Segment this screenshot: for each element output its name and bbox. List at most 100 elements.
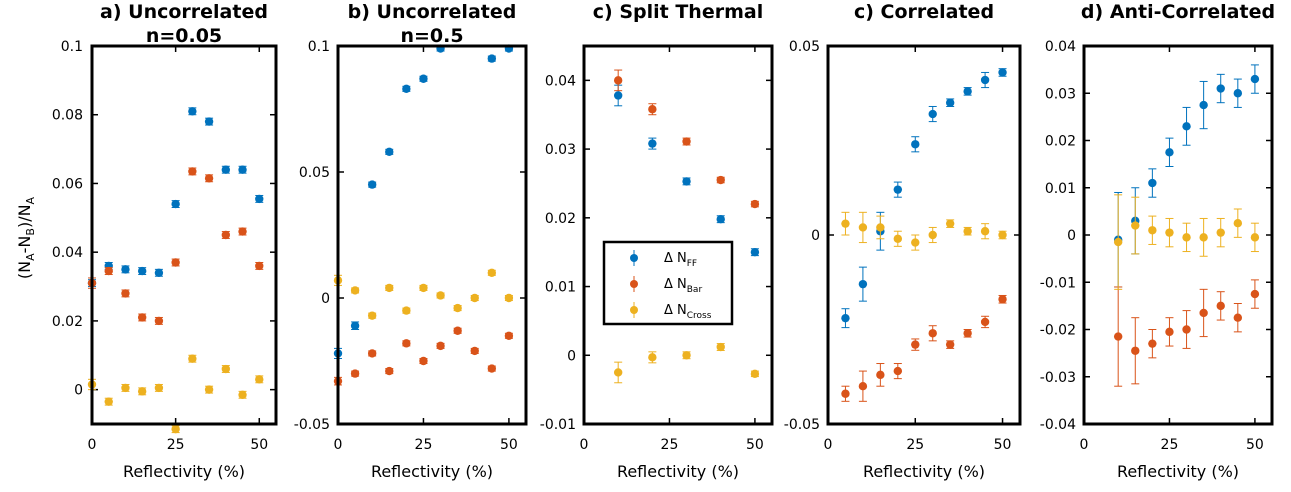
data-point (221, 230, 231, 240)
data-point (648, 105, 657, 114)
y-tick-label: -0.02 (1040, 323, 1076, 339)
data-point (858, 279, 868, 289)
data-series-2 (613, 69, 760, 209)
data-point (188, 107, 197, 116)
data-point (876, 370, 885, 380)
data-point (928, 329, 937, 338)
data-point (1113, 237, 1123, 247)
panel-title: b) Uncorrelated (348, 1, 517, 23)
x-axis-label: Reflectivity (%) (863, 462, 985, 481)
data-series-2 (87, 167, 264, 326)
data-point (402, 306, 411, 315)
y-tick-label: 0.05 (299, 165, 330, 181)
data-point (682, 351, 691, 360)
data-point (1148, 178, 1157, 188)
data-point (928, 230, 937, 240)
y-tick-label: 0.05 (789, 39, 820, 55)
data-point (682, 177, 691, 186)
data-point (104, 397, 113, 406)
data-point (255, 375, 264, 384)
x-tick-label: 0 (580, 437, 589, 453)
data-point (350, 369, 360, 378)
data-point (121, 289, 130, 298)
data-point (998, 295, 1007, 304)
x-axis-label: Reflectivity (%) (1117, 462, 1239, 481)
data-point (453, 303, 462, 313)
data-series-2 (841, 294, 1007, 402)
y-tick-label: 0.04 (1045, 39, 1076, 55)
legend-item-ff: Δ NFF (630, 250, 697, 269)
x-tick-label: 0 (88, 437, 97, 453)
data-point (858, 223, 868, 232)
data-series-3 (841, 211, 1007, 251)
data-point (419, 283, 428, 293)
panel-subtitle: n=0.05 (146, 25, 222, 47)
data-point (350, 286, 360, 295)
panel-subtitle: n=0.5 (400, 25, 463, 47)
y-tick-label: 0.04 (52, 245, 83, 261)
y-tick-label: 0 (811, 228, 820, 244)
x-tick-label: 0 (824, 437, 833, 453)
data-point (841, 219, 850, 228)
y-tick-label: -0.05 (784, 417, 820, 433)
data-point (911, 340, 920, 349)
data-series-3 (333, 268, 514, 320)
data-point (255, 261, 264, 271)
data-point (682, 137, 691, 146)
data-point (613, 91, 623, 100)
data-point (204, 174, 214, 183)
y-tick-label: 0.02 (545, 211, 576, 227)
data-point (171, 424, 180, 434)
plot-frame (336, 44, 528, 426)
data-point (858, 382, 868, 391)
x-tick-label: 25 (1161, 437, 1179, 453)
data-point (188, 167, 197, 176)
data-point (1216, 84, 1225, 93)
plot-frame (90, 44, 278, 426)
data-series-3 (1113, 194, 1260, 290)
legend-label: Δ NBar (664, 277, 702, 295)
data-point (238, 227, 247, 236)
data-series-2 (1113, 279, 1260, 387)
data-series-3 (613, 342, 760, 384)
data-point (385, 147, 394, 157)
data-point (963, 329, 972, 338)
data-point (367, 349, 377, 358)
x-tick-label: 25 (167, 437, 185, 453)
data-point (1216, 301, 1225, 311)
data-point (648, 139, 657, 148)
data-point (998, 230, 1007, 240)
data-point (504, 293, 514, 303)
data-point (204, 385, 214, 394)
data-point (911, 140, 920, 149)
data-point (613, 368, 623, 377)
x-tick-label: 50 (1246, 437, 1264, 453)
y-tick-label: 0.02 (1045, 134, 1076, 150)
y-tick-label: 0 (1067, 228, 1076, 244)
data-point (436, 291, 445, 300)
data-point (238, 165, 247, 174)
data-point (1148, 226, 1157, 235)
data-point (1113, 332, 1123, 341)
data-point (137, 387, 147, 396)
legend-item-cross: Δ NCross (630, 302, 712, 321)
data-point (893, 366, 903, 376)
x-tick-label: 50 (250, 437, 268, 453)
data-point (1233, 89, 1243, 98)
data-point (402, 339, 411, 348)
data-point (911, 238, 920, 247)
data-point (436, 341, 445, 351)
data-point (453, 326, 462, 335)
x-tick-label: 25 (415, 437, 433, 453)
data-series-2 (333, 326, 514, 386)
data-point (1216, 228, 1225, 237)
y-tick-label: 0 (74, 383, 83, 399)
data-point (171, 258, 180, 267)
y-tick-label: 0.1 (61, 39, 83, 55)
x-axis-label: Reflectivity (%) (371, 462, 493, 481)
